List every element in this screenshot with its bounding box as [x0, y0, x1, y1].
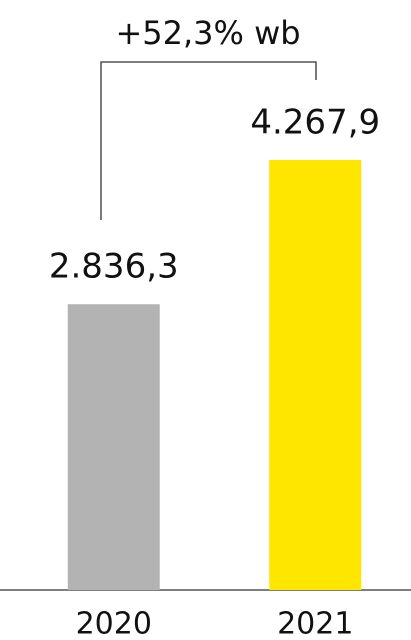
growth-annotation: +52,3% wb [115, 14, 300, 52]
value-label: 2.836,3 [49, 247, 179, 287]
value-label: 4.267,9 [250, 103, 380, 143]
bar [67, 304, 160, 590]
x-tick-label: 2020 [76, 607, 152, 640]
growth-bracket [100, 61, 317, 220]
x-tick-label: 2021 [277, 607, 353, 640]
bar [269, 160, 362, 590]
